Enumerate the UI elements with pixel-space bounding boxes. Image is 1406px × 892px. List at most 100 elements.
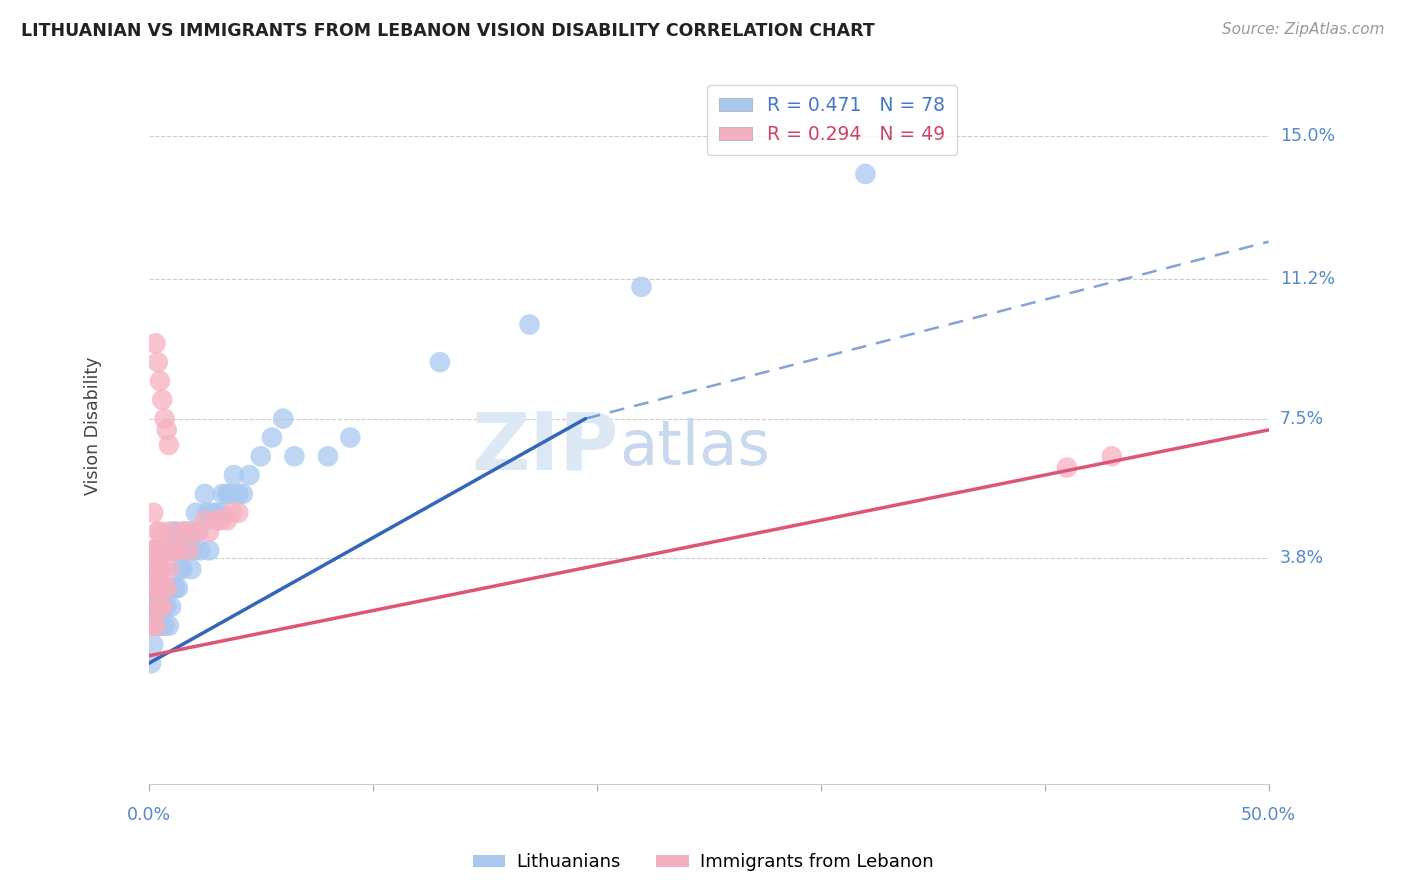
- Point: [145, 562, 167, 576]
- Point: [150, 562, 173, 576]
- Text: atlas: atlas: [619, 417, 770, 477]
- Point: [209, 506, 232, 520]
- Point: [183, 524, 205, 539]
- Point: [165, 581, 187, 595]
- Text: 11.2%: 11.2%: [1279, 270, 1334, 288]
- Point: [1101, 450, 1123, 464]
- Text: 50.0%: 50.0%: [1241, 806, 1296, 824]
- Point: [169, 562, 191, 576]
- Point: [142, 562, 165, 576]
- Point: [339, 430, 361, 444]
- Point: [157, 618, 180, 632]
- Point: [156, 423, 179, 437]
- Point: [167, 581, 190, 595]
- Point: [630, 280, 652, 294]
- Point: [160, 543, 183, 558]
- Point: [157, 581, 180, 595]
- Point: [145, 581, 167, 595]
- Point: [271, 411, 294, 425]
- Point: [232, 487, 254, 501]
- Point: [157, 438, 180, 452]
- Point: [149, 374, 172, 388]
- Point: [218, 487, 240, 501]
- Point: [145, 618, 167, 632]
- Point: [429, 355, 451, 369]
- Point: [167, 543, 190, 558]
- Point: [153, 581, 176, 595]
- Point: [153, 411, 176, 425]
- Point: [217, 487, 239, 501]
- Point: [156, 581, 179, 595]
- Point: [176, 524, 198, 539]
- Point: [173, 524, 195, 539]
- Point: [142, 638, 165, 652]
- Point: [146, 581, 169, 595]
- Point: [150, 599, 173, 614]
- Point: [142, 506, 165, 520]
- Point: [162, 524, 184, 539]
- Point: [150, 599, 173, 614]
- Point: [146, 543, 169, 558]
- Text: Vision Disability: Vision Disability: [84, 357, 101, 495]
- Legend: Lithuanians, Immigrants from Lebanon: Lithuanians, Immigrants from Lebanon: [465, 847, 941, 879]
- Point: [153, 581, 176, 595]
- Point: [139, 543, 162, 558]
- Point: [198, 543, 221, 558]
- Point: [228, 487, 250, 501]
- Point: [139, 581, 162, 595]
- Point: [156, 599, 179, 614]
- Point: [150, 543, 173, 558]
- Point: [149, 543, 172, 558]
- Text: 0.0%: 0.0%: [127, 806, 172, 824]
- Point: [180, 562, 202, 576]
- Point: [142, 543, 165, 558]
- Point: [283, 450, 305, 464]
- Point: [167, 543, 190, 558]
- Point: [153, 543, 176, 558]
- Point: [142, 581, 165, 595]
- Point: [153, 618, 176, 632]
- Point: [146, 618, 169, 632]
- Point: [142, 599, 165, 614]
- Point: [139, 618, 162, 632]
- Point: [165, 524, 187, 539]
- Point: [172, 543, 194, 558]
- Point: [195, 506, 218, 520]
- Point: [187, 524, 209, 539]
- Point: [165, 543, 187, 558]
- Point: [146, 599, 169, 614]
- Point: [145, 618, 167, 632]
- Point: [139, 657, 162, 671]
- Point: [249, 450, 271, 464]
- Point: [205, 513, 228, 527]
- Point: [145, 562, 167, 576]
- Point: [222, 468, 245, 483]
- Point: [157, 524, 180, 539]
- Point: [149, 618, 172, 632]
- Point: [172, 562, 194, 576]
- Point: [173, 543, 195, 558]
- Point: [260, 430, 283, 444]
- Point: [160, 543, 183, 558]
- Point: [145, 581, 167, 595]
- Point: [142, 581, 165, 595]
- Point: [228, 506, 250, 520]
- Point: [150, 581, 173, 595]
- Point: [198, 524, 221, 539]
- Point: [238, 468, 260, 483]
- Point: [145, 599, 167, 614]
- Point: [142, 618, 165, 632]
- Point: [194, 487, 217, 501]
- Point: [149, 599, 172, 614]
- Point: [145, 336, 167, 351]
- Point: [188, 543, 211, 558]
- Text: 7.5%: 7.5%: [1279, 409, 1324, 427]
- Point: [149, 599, 172, 614]
- Point: [150, 618, 173, 632]
- Point: [187, 524, 209, 539]
- Point: [146, 524, 169, 539]
- Point: [153, 543, 176, 558]
- Point: [855, 167, 877, 181]
- Point: [157, 543, 180, 558]
- Point: [162, 581, 184, 595]
